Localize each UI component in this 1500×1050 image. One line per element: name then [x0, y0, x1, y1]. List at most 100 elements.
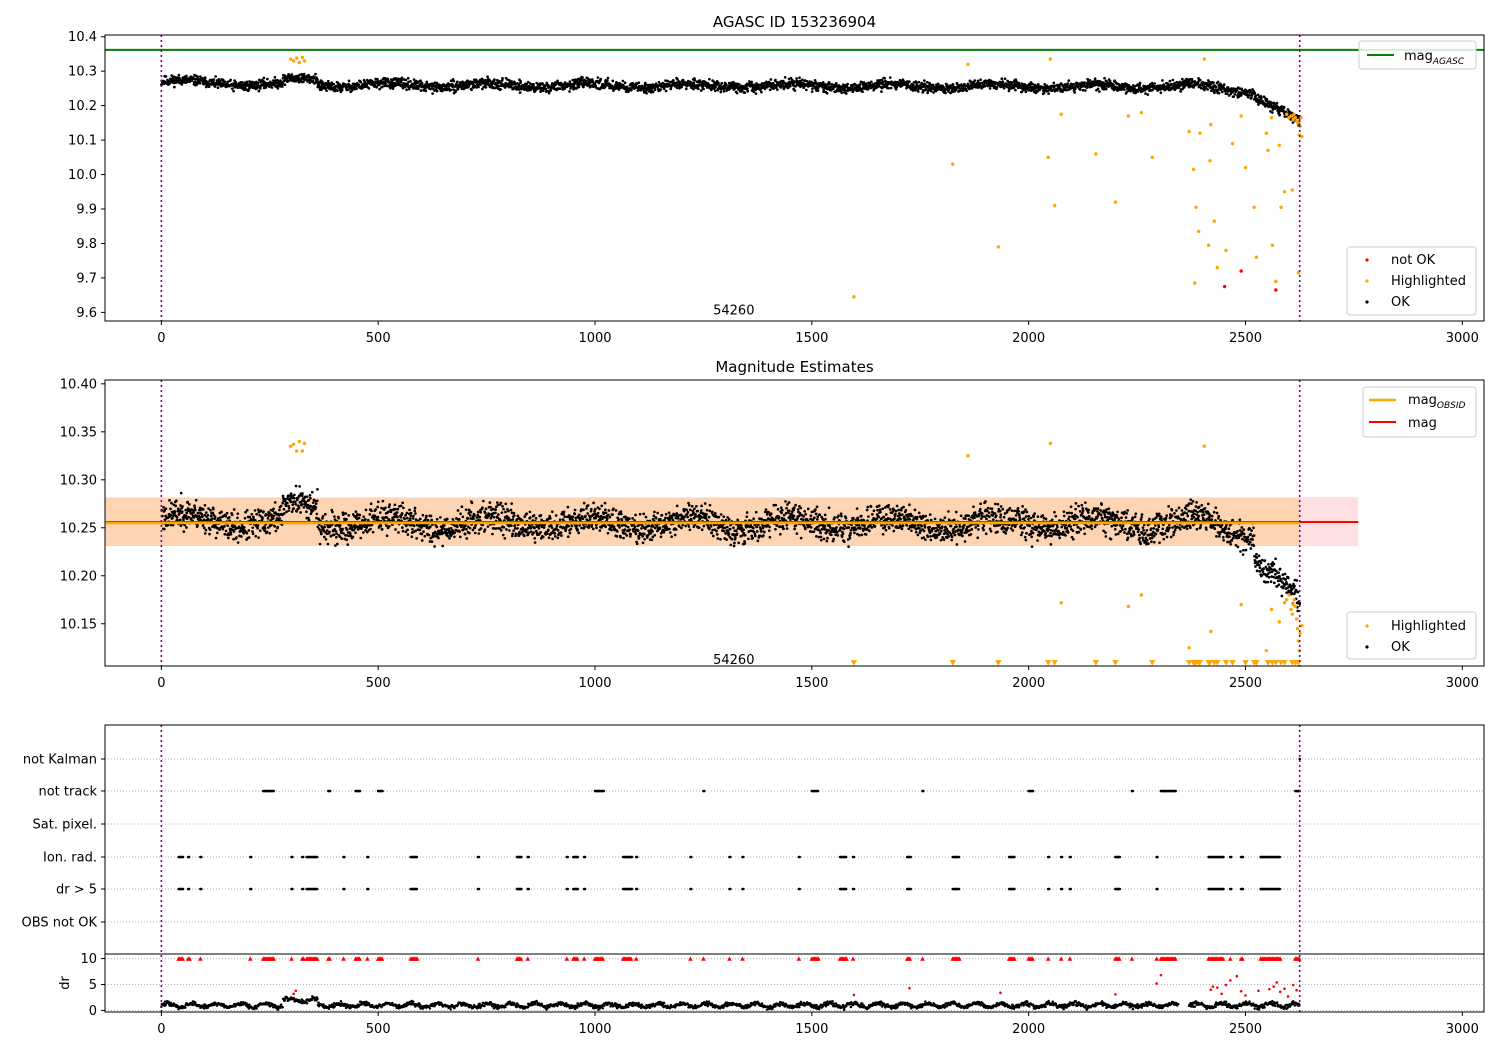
ok-point: [412, 524, 416, 528]
ok-point: [182, 530, 186, 533]
ok-point: [185, 511, 189, 515]
highlighted-point: [1224, 248, 1228, 253]
ok-point: [499, 501, 503, 505]
ok-point: [1000, 77, 1004, 81]
ok-point: [598, 507, 601, 511]
ok-point: [889, 86, 893, 90]
ok-point: [593, 507, 597, 511]
ok-point: [416, 87, 420, 91]
ok-point: [314, 505, 318, 509]
highlighted-point: [1187, 129, 1191, 134]
ok-point: [988, 87, 992, 90]
ok-point: [457, 518, 461, 521]
ok-point: [494, 508, 498, 511]
ok-point: [719, 83, 722, 87]
ok-point: [332, 82, 336, 86]
ok-point: [169, 513, 173, 517]
ok-point: [1278, 113, 1282, 117]
ok-point: [578, 524, 581, 527]
y-tick-label: 10.3: [68, 65, 97, 80]
ok-point: [550, 526, 554, 529]
ok-point: [1093, 77, 1097, 81]
ok-point: [213, 85, 217, 88]
ok-point: [596, 511, 600, 515]
ok-point: [420, 539, 424, 542]
ok-point: [582, 508, 585, 512]
ok-point: [212, 78, 216, 81]
ok-point: [235, 536, 238, 540]
highlighted-point: [1295, 121, 1300, 125]
ok-point: [1253, 91, 1257, 95]
ok-point: [1222, 83, 1226, 86]
ok-point: [522, 534, 526, 538]
ok-point: [1271, 111, 1274, 114]
ok-point: [233, 525, 237, 529]
ok-point: [458, 530, 461, 533]
ok-point: [894, 87, 898, 91]
ok-point: [316, 487, 319, 491]
ok-point: [293, 493, 296, 497]
ok-point: [281, 501, 285, 505]
ok-point: [226, 80, 230, 84]
ok-point: [334, 529, 338, 533]
ok-point: [1052, 81, 1056, 85]
ok-point: [556, 536, 560, 540]
ok-point: [355, 87, 358, 91]
ok-point: [245, 531, 249, 535]
ok-point: [598, 529, 602, 532]
ok-point: [501, 76, 504, 80]
ok-point: [461, 515, 465, 519]
ok-point: [181, 505, 184, 508]
ok-point: [302, 72, 306, 76]
ok-point: [234, 80, 238, 84]
ok-point: [559, 531, 563, 534]
ok-point: [887, 86, 890, 90]
ok-point: [606, 531, 610, 535]
ok-point: [662, 87, 666, 91]
ok-point: [951, 82, 955, 86]
ok-point: [399, 504, 403, 508]
ok-point: [266, 77, 269, 81]
ok-point: [189, 75, 193, 79]
ok-point: [828, 82, 831, 86]
ok-point: [296, 75, 300, 79]
ok-point: [245, 508, 249, 512]
ok-point: [362, 515, 366, 519]
ok-point: [215, 531, 219, 535]
ok-point: [1216, 80, 1220, 84]
ok-point: [488, 501, 492, 504]
ok-point: [1104, 87, 1108, 91]
ok-point: [533, 526, 536, 530]
ok-point: [519, 80, 523, 83]
ok-point: [1073, 90, 1076, 94]
ok-point: [1283, 115, 1287, 119]
ok-point: [712, 80, 716, 84]
ok-point: [605, 517, 609, 520]
ok-point: [453, 535, 456, 539]
ok-point: [255, 512, 259, 516]
ok-point: [250, 512, 254, 516]
ok-point: [470, 501, 474, 505]
ok-point: [508, 529, 511, 532]
ok-point: [321, 514, 325, 518]
ok-point: [556, 529, 560, 532]
ok-point: [279, 504, 283, 508]
ok-point: [590, 78, 594, 81]
ok-point: [328, 530, 331, 534]
ok-point: [467, 85, 471, 88]
ok-point: [325, 89, 328, 93]
highlighted-point: [1266, 148, 1270, 153]
ok-point: [804, 88, 808, 92]
ok-point: [795, 77, 798, 80]
ok-point: [737, 83, 741, 86]
ok-point: [449, 88, 453, 92]
ok-point: [908, 80, 911, 83]
ok-point: [340, 88, 344, 92]
ok-point: [592, 501, 595, 505]
highlighted-point: [294, 56, 299, 60]
ok-point: [406, 83, 409, 86]
ok-point: [251, 532, 255, 536]
ok-point: [209, 514, 213, 518]
ok-point: [446, 534, 450, 538]
